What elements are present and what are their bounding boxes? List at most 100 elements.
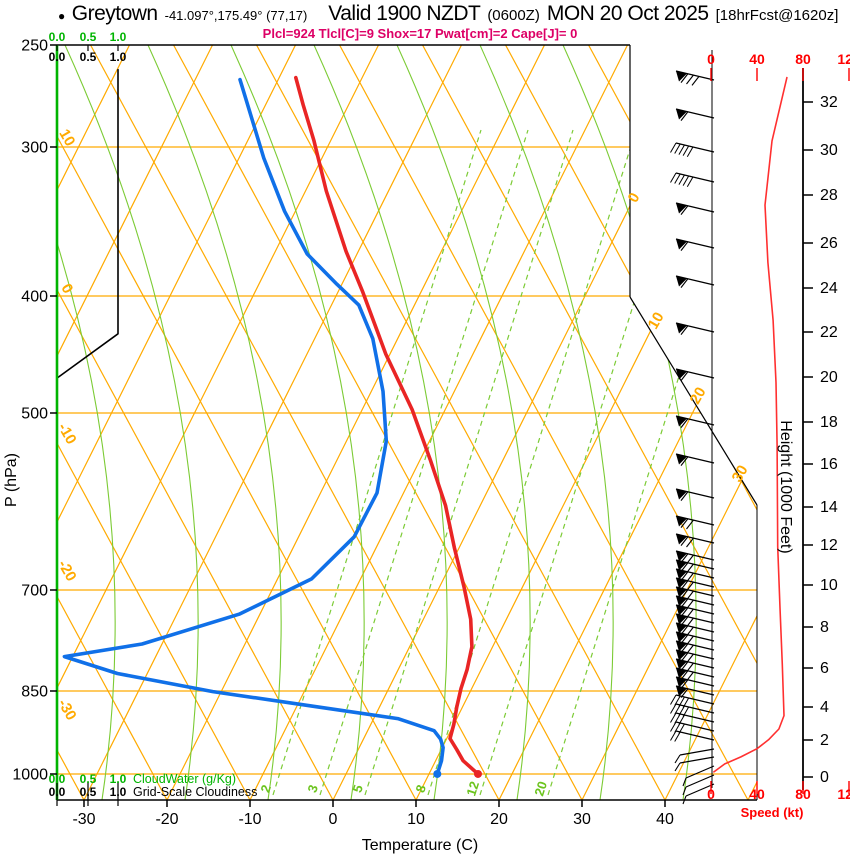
svg-text:250: 250 (21, 38, 48, 55)
wind-barb (675, 368, 715, 381)
wind-barb (675, 586, 715, 601)
svg-text:0.5: 0.5 (80, 30, 97, 44)
svg-text:16: 16 (820, 456, 838, 473)
wind-barb (675, 202, 715, 215)
svg-text:14: 14 (820, 499, 838, 516)
svg-text:28: 28 (820, 187, 838, 204)
height-axis-title: Height (1000 Feet) (777, 420, 794, 553)
stability-parameters: Plcl=924 Tlcl[C]=9 Shox=17 Pwat[cm]=2 Ca… (262, 26, 578, 41)
svg-text:-20: -20 (155, 811, 178, 828)
svg-text:0: 0 (329, 811, 338, 828)
svg-text:20: 20 (820, 369, 838, 386)
svg-text:0.0: 0.0 (49, 772, 66, 786)
svg-text:4: 4 (820, 699, 829, 716)
svg-text:20: 20 (687, 384, 710, 407)
svg-text:80: 80 (795, 786, 811, 802)
bullet-icon: ● (58, 9, 65, 23)
svg-text:18: 18 (820, 414, 838, 431)
svg-text:40: 40 (749, 786, 765, 802)
cloudwater-caption: CloudWater (g/Kg) (133, 772, 236, 786)
valid-utc: (0600Z) (487, 7, 540, 24)
wind-barb (682, 774, 715, 796)
wind-barbs (670, 70, 715, 805)
svg-text:12: 12 (820, 537, 838, 554)
wind-barb (682, 765, 715, 787)
wind-barb (674, 748, 715, 764)
wind-barb (674, 756, 715, 772)
svg-text:20: 20 (531, 779, 550, 797)
wind-barb (675, 70, 715, 86)
speed-axis-title: Speed (kt) (741, 805, 804, 820)
station-name: Greytown (71, 2, 158, 25)
svg-text:0.5: 0.5 (80, 785, 97, 799)
wind-barb (675, 488, 715, 501)
svg-text:6: 6 (820, 660, 829, 677)
svg-text:1.0: 1.0 (110, 785, 127, 799)
svg-text:30: 30 (820, 142, 838, 159)
svg-text:0.5: 0.5 (80, 50, 97, 64)
svg-text:26: 26 (820, 235, 838, 252)
svg-text:0: 0 (57, 281, 76, 297)
svg-text:1.0: 1.0 (110, 30, 127, 44)
svg-text:30: 30 (573, 811, 591, 828)
station-coords: -41.097°,175.49° (77,17) (164, 8, 308, 23)
temperature-axis-title: Temperature (C) (362, 837, 478, 854)
pressure-axis-title: P (hPa) (3, 453, 20, 507)
svg-text:120: 120 (837, 51, 850, 67)
wind-barb (670, 172, 715, 187)
wind-barb (670, 730, 715, 742)
wind-barb (675, 322, 715, 335)
svg-text:400: 400 (21, 289, 48, 306)
svg-text:850: 850 (21, 684, 48, 701)
svg-text:0.5: 0.5 (80, 772, 97, 786)
svg-text:3: 3 (304, 783, 321, 795)
svg-text:10: 10 (55, 126, 78, 149)
svg-text:1000: 1000 (12, 767, 48, 784)
svg-text:10: 10 (820, 577, 838, 594)
wind-barb (675, 108, 715, 121)
svg-text:24: 24 (820, 280, 838, 297)
svg-text:40: 40 (749, 51, 765, 67)
svg-text:8: 8 (820, 619, 829, 636)
background-grid (57, 45, 757, 800)
svg-text:1.0: 1.0 (110, 772, 127, 786)
wind-barb (675, 415, 715, 428)
svg-text:0: 0 (707, 786, 715, 802)
svg-text:20: 20 (490, 811, 508, 828)
svg-text:0.0: 0.0 (49, 785, 66, 799)
svg-text:12: 12 (463, 779, 482, 797)
svg-text:2: 2 (257, 783, 274, 795)
wind-barb (675, 667, 715, 682)
valid-date: MON 20 Oct 2025 (546, 2, 709, 25)
svg-text:0.0: 0.0 (49, 50, 66, 64)
svg-text:300: 300 (21, 140, 48, 157)
svg-text:0: 0 (820, 769, 829, 786)
wind-barb (682, 783, 715, 805)
svg-text:32: 32 (820, 94, 838, 111)
wind-barb (675, 275, 715, 288)
wind-barb (675, 577, 715, 592)
svg-text:0: 0 (707, 51, 715, 67)
svg-text:500: 500 (21, 406, 48, 423)
svg-text:120: 120 (837, 786, 850, 802)
svg-text:80: 80 (795, 51, 811, 67)
surface-temperature-dot (473, 769, 482, 778)
svg-text:5: 5 (349, 783, 366, 795)
valid-time: Valid 1900 NZDT (328, 2, 481, 25)
wind-barb (670, 142, 715, 157)
wind-barb (675, 533, 715, 548)
svg-text:10: 10 (645, 309, 668, 332)
svg-text:22: 22 (820, 324, 838, 341)
svg-text:8: 8 (412, 783, 429, 795)
wind-barb (675, 238, 715, 251)
svg-text:2: 2 (820, 732, 829, 749)
wind-barb (675, 453, 715, 466)
svg-text:30: 30 (729, 462, 752, 485)
svg-text:10: 10 (407, 811, 425, 828)
chart-title: ● Greytown -41.097°,175.49° (77,17) Vali… (58, 2, 848, 26)
svg-text:-30: -30 (72, 811, 95, 828)
plot-frame (56, 44, 804, 801)
profile-curves (55, 45, 788, 800)
